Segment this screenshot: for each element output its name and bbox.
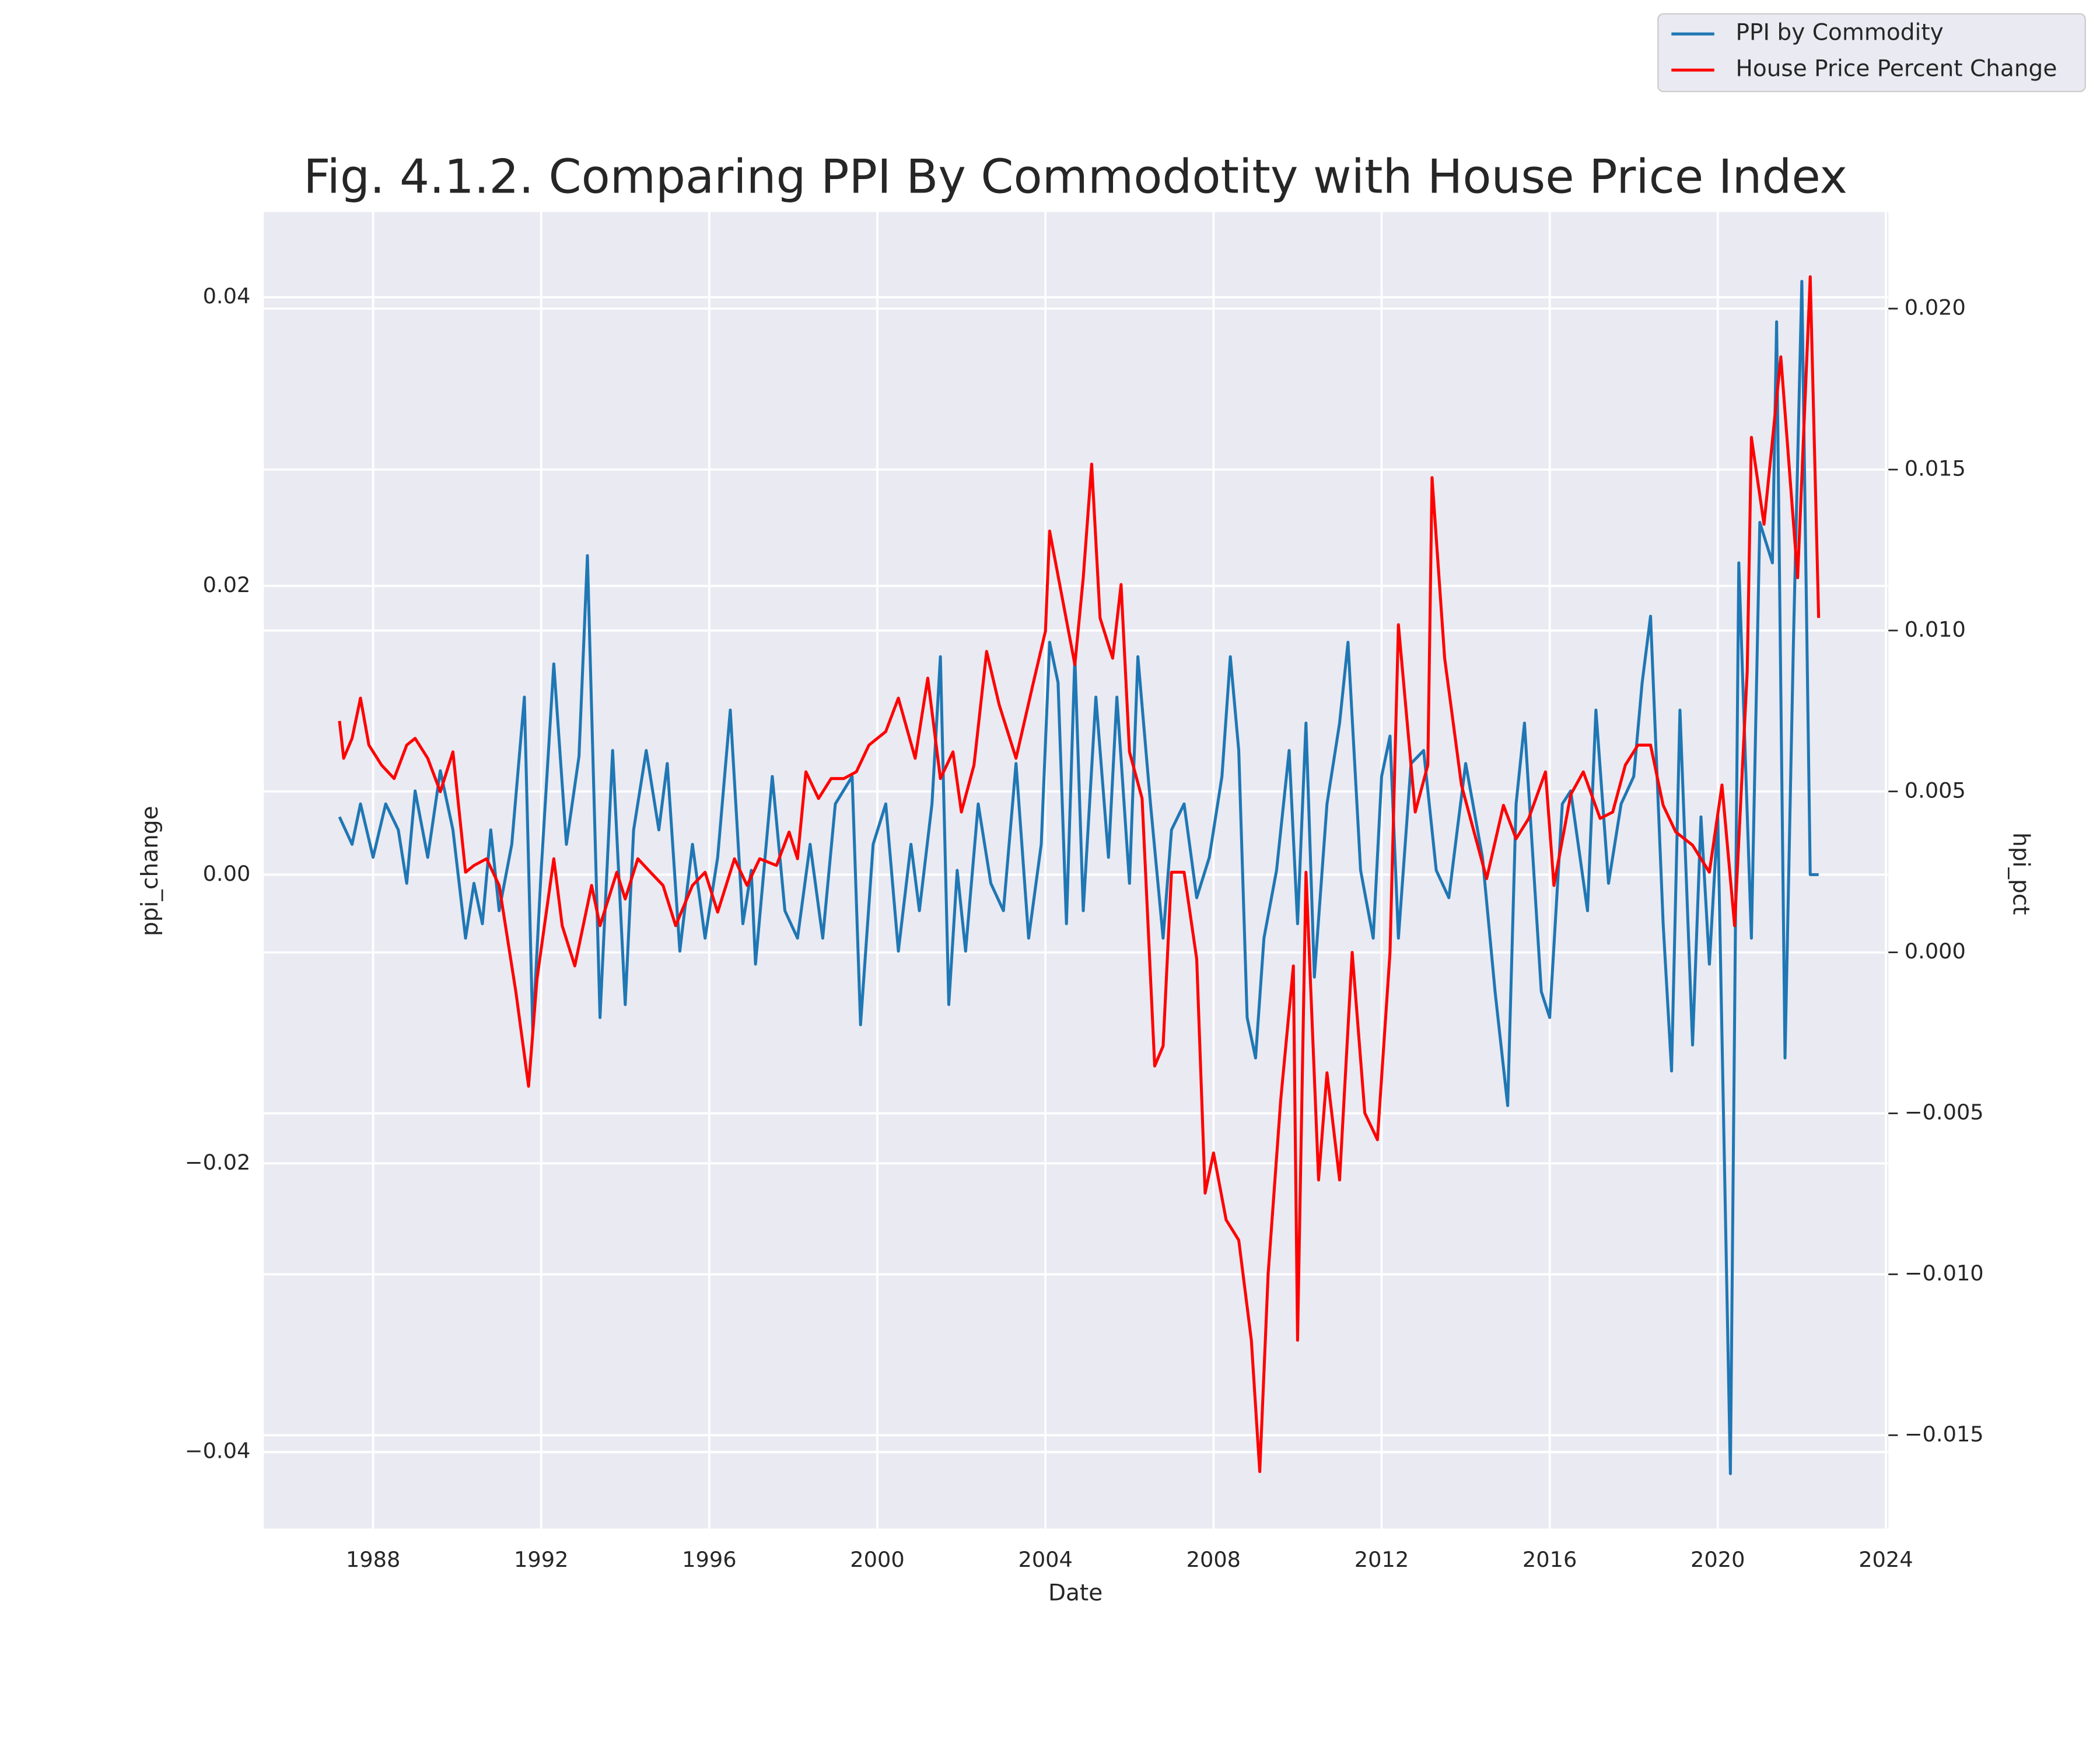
y2-axis-label: hpi_pct — [2008, 832, 2034, 915]
y2-tick-label: 0.020 — [1905, 295, 1966, 320]
x-tick-label: 1988 — [346, 1547, 400, 1572]
y-axis-label: ppi_change — [137, 806, 163, 936]
plot-area — [264, 212, 1889, 1529]
y2-tick-label: 0.010 — [1905, 617, 1966, 642]
y2-tick-label: 0.005 — [1905, 778, 1966, 803]
y2-tick-label: −0.015 — [1905, 1422, 1984, 1447]
series-line — [338, 275, 1821, 1474]
x-tick-label: 2012 — [1354, 1547, 1409, 1572]
legend-label: PPI by Commodity — [1736, 20, 1944, 46]
x-tick-label: 2004 — [1018, 1547, 1072, 1572]
y-tick-label: −0.02 — [185, 1150, 251, 1175]
x-tick-label: 2000 — [850, 1547, 904, 1572]
legend-box — [1657, 13, 2086, 93]
x-tick-label: 2008 — [1186, 1547, 1241, 1572]
y2-tick-label: 0.000 — [1905, 939, 1966, 964]
y-tick-label: 0.04 — [203, 284, 251, 309]
y-tick-label: 0.02 — [203, 572, 251, 597]
series-line — [338, 279, 1819, 1475]
legend: PPI by Commodity House Price Percent Chan… — [1657, 13, 2086, 93]
x-axis-label: Date — [1048, 1580, 1102, 1606]
chart-title: Fig. 4.1.2. Comparing PPI By Commodotity… — [303, 149, 1847, 204]
x-tick-label: 1996 — [682, 1547, 736, 1572]
x-tick-label: 2020 — [1690, 1547, 1745, 1572]
y-tick-label: −0.04 — [185, 1438, 251, 1464]
y2-tick-label: −0.005 — [1905, 1100, 1984, 1125]
y2-tick-label: −0.010 — [1905, 1261, 1984, 1286]
x-tick-label: 1992 — [514, 1547, 568, 1572]
x-tick-label: 2024 — [1859, 1547, 1913, 1572]
lines — [338, 275, 1821, 1475]
y-tick-label: 0.00 — [203, 861, 251, 886]
legend-label: House Price Percent Change — [1736, 56, 2057, 82]
y2-tick-label: 0.015 — [1905, 456, 1966, 481]
x-tick-label: 2016 — [1522, 1547, 1577, 1572]
